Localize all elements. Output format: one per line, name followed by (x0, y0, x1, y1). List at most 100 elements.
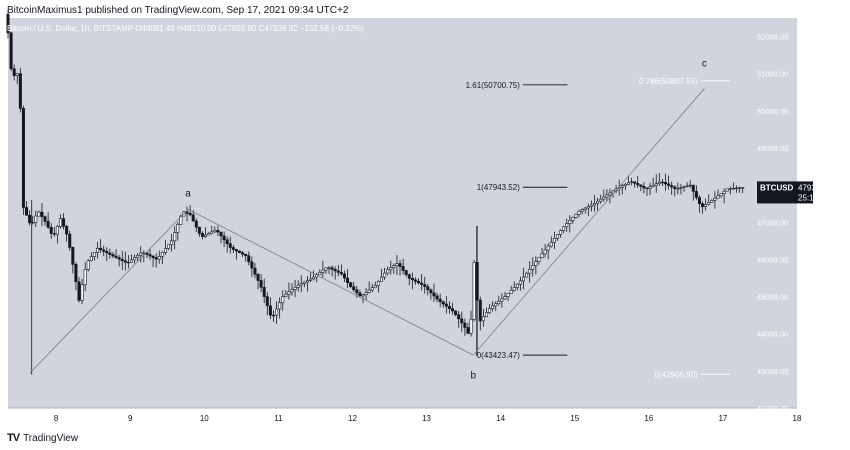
candle-body (537, 257, 541, 262)
candle-body (676, 187, 680, 190)
candle-body (173, 232, 177, 242)
candle-body (593, 203, 597, 206)
candle-body (55, 226, 59, 235)
trendline (187, 208, 474, 356)
candle-body (89, 256, 93, 261)
candle-body (395, 263, 399, 266)
candle-body (157, 256, 161, 260)
time-tick-label: 17 (718, 414, 727, 423)
trendlines-layer (29, 88, 705, 373)
candle-body (420, 282, 424, 285)
candle-body (660, 181, 664, 184)
candle-body (552, 238, 556, 243)
candle-body (639, 184, 643, 187)
candle-body (302, 281, 306, 284)
time-tick-label: 16 (644, 414, 653, 423)
candle-body (444, 303, 448, 307)
candle-body (40, 211, 44, 218)
fib-level-label: 0.786(50807.55) (639, 77, 698, 86)
candle-body (392, 265, 396, 268)
candle-body (355, 289, 359, 294)
candle-body (673, 186, 677, 189)
candle-body (129, 259, 133, 263)
ohlc-open: O48081.48 (135, 24, 175, 33)
candle-body (525, 272, 529, 278)
price-tick-label: 43000.00 (757, 367, 788, 376)
candle-body (253, 267, 257, 275)
ohlc-close: C47938.82 (258, 24, 298, 33)
candle-body (299, 283, 303, 286)
candle-body (194, 220, 198, 228)
candle-body (222, 235, 226, 241)
last-price-value: 47938.82 (798, 183, 832, 192)
last-price-countdown: 25:16 (798, 193, 819, 202)
candle-body (491, 305, 495, 309)
candle-body (725, 188, 729, 192)
candle-body (626, 182, 630, 185)
candle-body (293, 286, 297, 290)
candle-body (531, 265, 535, 270)
candle-body (460, 318, 464, 324)
price-tick-label: 47000.00 (757, 218, 788, 227)
candle-body (429, 289, 433, 294)
candle-body (376, 281, 380, 286)
candle-body (719, 193, 723, 197)
candle-body (349, 282, 353, 287)
candle-body (123, 260, 127, 263)
candle-body (580, 209, 584, 212)
trendline (472, 88, 705, 356)
candle-body (281, 296, 285, 304)
tradingview-brand: TradingView (23, 432, 79, 444)
candle-body (599, 198, 603, 202)
price-tick-label: 52000.00 (757, 33, 788, 42)
candle-body (333, 269, 337, 272)
candle-body (207, 233, 211, 236)
candle-body (410, 278, 414, 281)
candle-body (96, 247, 100, 253)
candle-body (244, 253, 248, 257)
time-tick-label: 9 (128, 414, 133, 423)
candle-body (478, 299, 482, 322)
fib-level-label: 1(47943.52) (477, 183, 520, 192)
candle-body (71, 247, 75, 265)
candle-body (484, 312, 488, 318)
ohlc-high: H48150.00 (177, 24, 217, 33)
candle-body (389, 267, 393, 271)
tradingview-footer: TV TradingView (7, 432, 78, 444)
candles-layer (6, 9, 745, 375)
candle-body (43, 216, 47, 222)
candle-body (117, 257, 121, 260)
candle-body (142, 252, 146, 255)
candle-body (284, 293, 288, 297)
candle-body (296, 284, 300, 288)
candle-body (472, 262, 476, 320)
candle-body (518, 280, 522, 285)
candle-body (305, 280, 309, 283)
candle-body (74, 264, 78, 283)
candle-body (259, 280, 263, 288)
candle-body (339, 272, 343, 275)
candle-body (324, 267, 328, 271)
candle-body (250, 261, 254, 269)
candle-body (608, 192, 612, 196)
candle-body (364, 292, 368, 296)
time-tick-label: 10 (200, 414, 209, 423)
candle-body (401, 266, 405, 271)
candle-body (52, 233, 56, 235)
candle-body (34, 215, 38, 223)
fib-level-label: 0(42906.90) (655, 370, 698, 379)
time-tick-label: 15 (570, 414, 579, 423)
candle-body (216, 230, 220, 233)
candle-body (441, 301, 445, 305)
candle-body (540, 253, 544, 259)
candle-body (330, 267, 334, 270)
candle-body (602, 196, 606, 200)
candle-body (170, 240, 174, 246)
candle-body (503, 296, 507, 300)
candle-body (426, 286, 430, 291)
candle-body (77, 281, 81, 301)
candle-body (290, 289, 294, 293)
candle-body (697, 197, 701, 205)
